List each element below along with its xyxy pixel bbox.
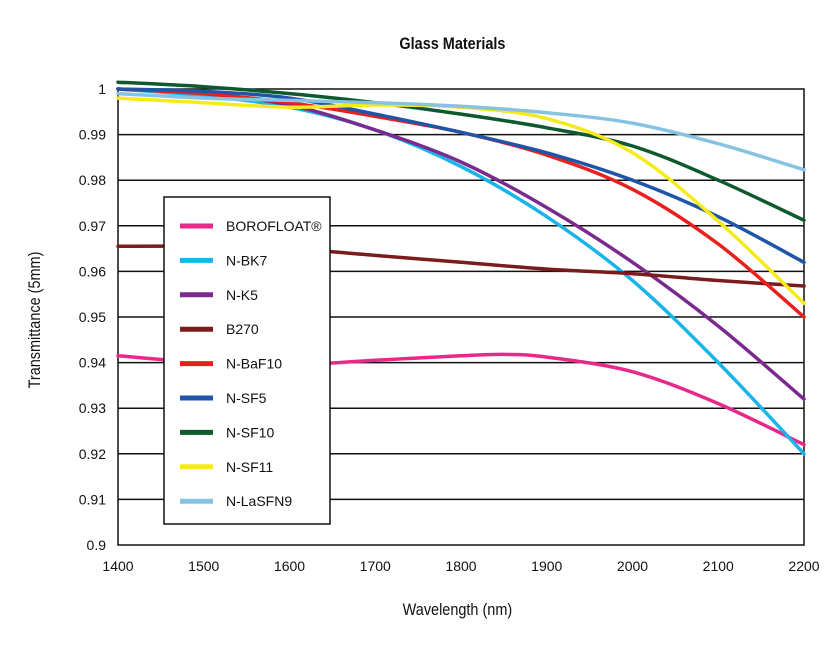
y-tick-label: 0.94 — [79, 355, 106, 371]
x-axis-ticks: 1400 1500 1600 1700 1800 1900 2000 2100 2200 — [102, 558, 819, 574]
y-axis-ticks: 0.9 0.91 0.92 0.93 0.94 0.95 0.96 0.97 0.98 0.99 1 — [79, 81, 106, 553]
legend-label-n-baf10: N-BaF10 — [226, 356, 282, 372]
x-tick-label: 2200 — [788, 558, 819, 574]
x-tick-label: 1500 — [188, 558, 219, 574]
x-tick-label: 1600 — [274, 558, 305, 574]
y-tick-label: 0.97 — [79, 218, 106, 234]
y-tick-label: 0.92 — [79, 446, 106, 462]
legend-label-b270: B270 — [226, 321, 259, 337]
legend-label-n-bk7: N-BK7 — [226, 252, 267, 268]
legend-label-n-sf11: N-SF11 — [226, 459, 273, 475]
x-axis-label: Wavelength (nm) — [402, 600, 513, 619]
y-tick-label: 0.99 — [79, 127, 106, 143]
y-tick-label: 0.95 — [79, 309, 106, 325]
x-tick-label: 1800 — [445, 558, 476, 574]
series-line-n-sf10 — [116, 80, 806, 223]
chart-title: Glass Materials — [399, 34, 506, 53]
y-tick-label: 0.91 — [79, 491, 106, 507]
y-tick-label: 1 — [98, 81, 106, 97]
series-line-n-sf5 — [116, 87, 806, 265]
legend-label-n-sf10: N-SF10 — [226, 424, 274, 440]
series-lines — [116, 80, 806, 456]
legend-box — [163, 196, 331, 525]
x-tick-label: 2000 — [617, 558, 648, 574]
x-tick-label: 2100 — [703, 558, 734, 574]
grid-lines — [118, 133, 804, 501]
legend-label-borofloat: BOROFLOAT® — [226, 218, 322, 234]
legend: BOROFLOAT® N-BK7 N-K5 B270 N-BaF10 N-SF5 N-SF1… — [163, 196, 331, 525]
y-tick-label: 0.98 — [79, 172, 106, 188]
y-tick-label: 0.96 — [79, 263, 106, 279]
legend-label-n-lasfn9: N-LaSFN9 — [226, 493, 292, 509]
x-tick-label: 1900 — [531, 558, 562, 574]
x-tick-label: 1400 — [102, 558, 133, 574]
legend-label-n-sf5: N-SF5 — [226, 390, 267, 406]
legend-label-n-k5: N-K5 — [226, 287, 258, 303]
y-axis-label: Transmittance (5mm) — [25, 251, 44, 389]
series-line-n-lasfn9 — [116, 91, 806, 172]
y-tick-label: 0.93 — [79, 400, 106, 416]
y-tick-label: 0.9 — [87, 537, 107, 553]
x-tick-label: 1700 — [360, 558, 391, 574]
